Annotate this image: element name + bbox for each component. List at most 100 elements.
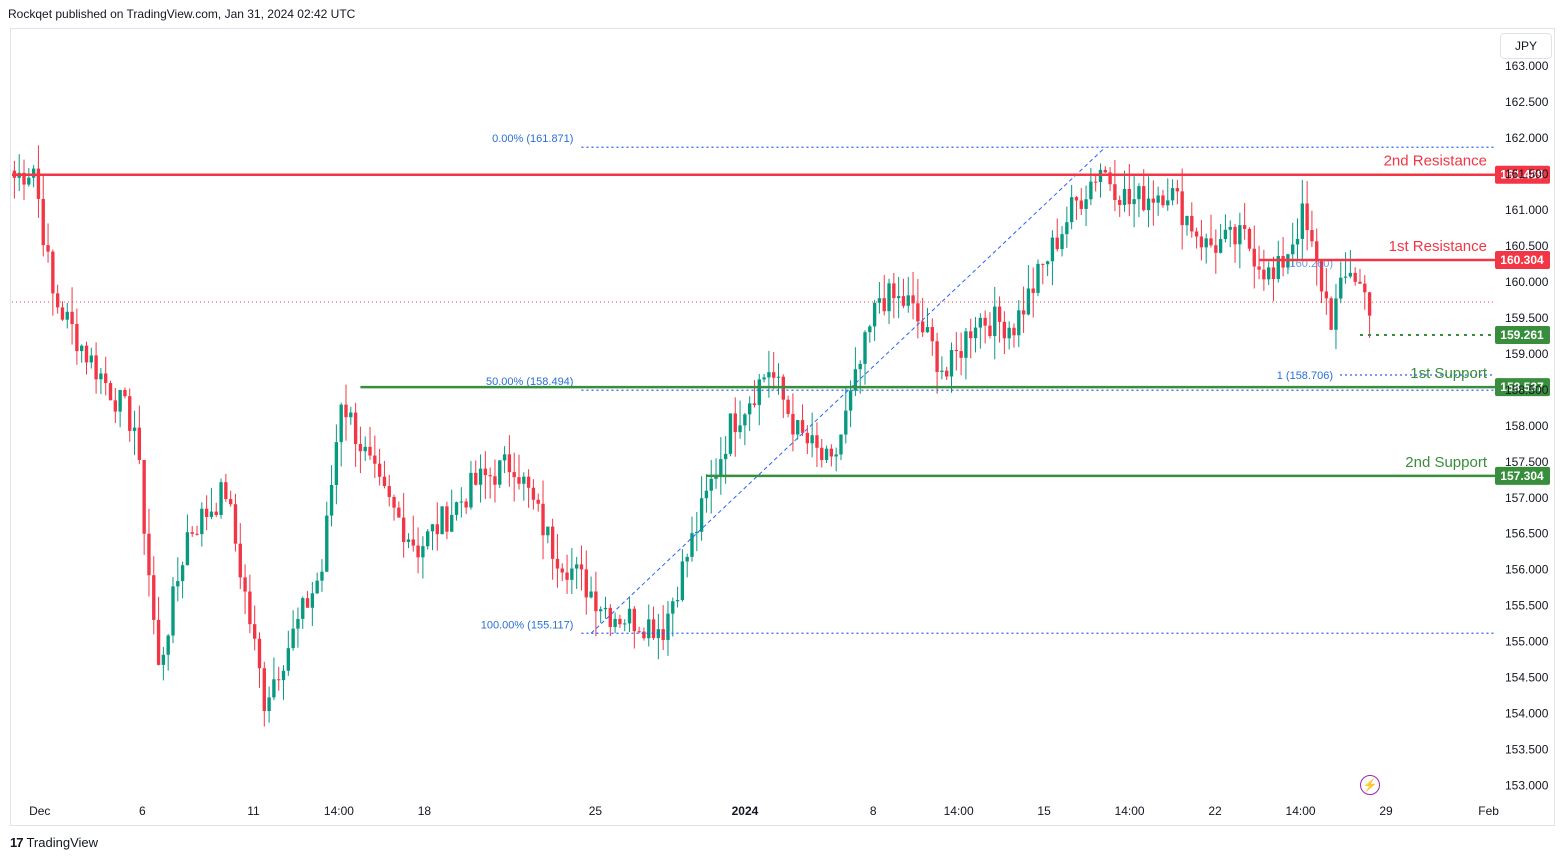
candle-body <box>411 539 415 546</box>
candle-body <box>382 476 387 487</box>
level-name: 2nd Support <box>1405 454 1488 471</box>
candle-body <box>204 508 209 517</box>
currency-selector[interactable]: JPY <box>1500 33 1552 59</box>
candle-body <box>305 598 310 608</box>
candle-body <box>1363 283 1367 293</box>
candle-body <box>690 533 694 557</box>
candle-body <box>776 376 781 378</box>
candle-body <box>824 448 829 461</box>
y-tick-label: 154.500 <box>1505 671 1549 685</box>
y-tick-label: 158.000 <box>1505 419 1549 433</box>
candle-body <box>296 618 300 629</box>
x-tick-label: Dec <box>29 804 50 818</box>
candle-body <box>896 296 901 299</box>
candle-body <box>565 572 569 580</box>
candle-body <box>541 503 545 536</box>
candle-body <box>613 618 617 628</box>
candle-body <box>161 654 166 665</box>
candle-body <box>608 607 612 628</box>
candle-body <box>277 679 281 681</box>
fib-extension-label: 1 (158.706) <box>1277 370 1333 382</box>
candle-body <box>829 448 834 457</box>
candle-body <box>868 326 872 333</box>
candle-body <box>618 618 622 625</box>
candle-body <box>1175 188 1180 192</box>
x-tick-label: 11 <box>247 804 260 818</box>
candle-body <box>1319 260 1324 292</box>
candle-body <box>118 389 122 412</box>
candle-body <box>517 477 521 484</box>
candle-body <box>949 349 954 377</box>
candle-body <box>325 515 329 572</box>
candle-body <box>469 472 473 508</box>
candle-body <box>219 482 223 515</box>
candle-body <box>421 546 425 558</box>
candle-body <box>1334 298 1338 330</box>
candle-body <box>954 349 958 352</box>
level-price-label: 161.489 <box>1500 168 1544 182</box>
candle-body <box>498 460 502 485</box>
candle-body <box>695 531 699 534</box>
candle-body <box>848 390 853 411</box>
candle-body <box>1353 272 1357 282</box>
level-price-tag <box>1495 466 1550 485</box>
candle-body <box>920 321 925 333</box>
x-tick-label: 25 <box>589 804 603 818</box>
candle-body <box>916 303 920 322</box>
candle-body <box>406 539 411 542</box>
x-tick-label: Feb <box>1478 804 1499 818</box>
candle-body <box>1247 228 1252 249</box>
dotted-level-tag <box>1495 326 1550 345</box>
candle-body <box>89 355 93 363</box>
candle-body <box>574 564 579 569</box>
candle-body <box>1045 261 1050 265</box>
candle-body <box>224 482 228 500</box>
candle-body <box>570 568 574 580</box>
candle-body <box>55 293 60 308</box>
candle-body <box>450 514 454 532</box>
x-tick-label: 14:00 <box>1286 804 1316 818</box>
candle-body <box>1093 181 1098 183</box>
candle-body <box>329 484 334 516</box>
candle-body <box>377 463 382 477</box>
chart-frame <box>10 28 1555 826</box>
candle-body <box>882 298 886 312</box>
candle-body <box>1127 188 1131 205</box>
candle-body <box>488 475 492 477</box>
candle-body <box>791 413 795 435</box>
footer-brand[interactable]: 17 TradingView <box>10 835 98 850</box>
y-tick-label: 155.000 <box>1505 635 1549 649</box>
candle-body <box>156 619 161 665</box>
candle-body <box>1036 263 1040 293</box>
candle-body <box>358 444 363 452</box>
candle-body <box>892 283 896 299</box>
candle-body <box>137 427 142 460</box>
candle-body <box>603 607 608 610</box>
candle-body <box>1065 222 1069 235</box>
x-tick-label: 8 <box>870 804 877 818</box>
candle-body <box>1031 288 1035 293</box>
candle-body <box>1315 241 1319 261</box>
candle-body <box>1209 238 1213 246</box>
candle-body <box>988 325 992 337</box>
candle-body <box>60 307 65 320</box>
candle-body <box>1252 248 1256 267</box>
candle-body <box>94 355 98 380</box>
candle-body <box>757 379 761 406</box>
candle-body <box>257 638 262 669</box>
candle-body <box>46 245 50 252</box>
candle-body <box>286 648 291 671</box>
candle-body <box>353 412 358 445</box>
candle-body <box>430 524 435 532</box>
y-tick-label: 156.000 <box>1505 563 1549 577</box>
level-price-tag <box>1495 378 1550 397</box>
candle-body <box>320 571 324 581</box>
y-tick-label: 160.500 <box>1505 239 1549 253</box>
candle-body <box>1238 225 1242 245</box>
candle-body <box>1204 238 1208 248</box>
candle-body <box>973 327 978 339</box>
candle-body <box>368 446 372 456</box>
candle-body <box>209 511 214 517</box>
lightning-icon[interactable]: ⚡ <box>1360 775 1380 795</box>
